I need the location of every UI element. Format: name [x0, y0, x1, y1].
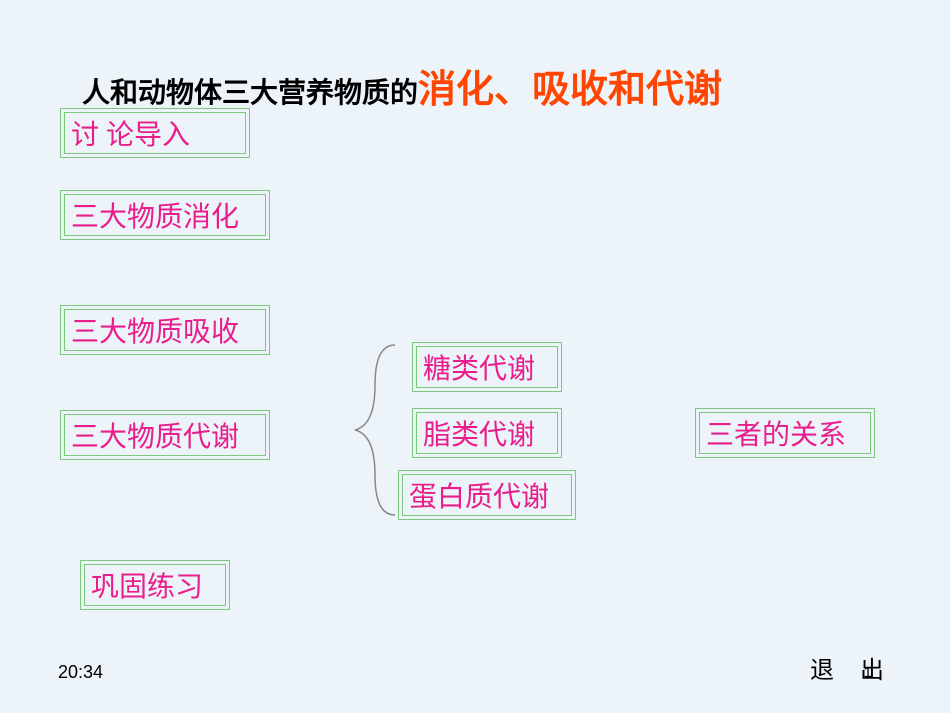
nav-practice-label: 巩固练习 — [91, 572, 203, 603]
nav-protein[interactable]: 蛋白质代谢 — [398, 470, 576, 520]
nav-digest[interactable]: 三大物质消化 — [60, 190, 270, 240]
nav-sugar[interactable]: 糖类代谢 — [412, 342, 562, 392]
title-prefix: 人和动物体三大营养物质的 — [82, 78, 418, 109]
exit-button[interactable]: 退 出 — [810, 650, 894, 685]
nav-relation-label: 三者的关系 — [706, 420, 846, 451]
nav-fat[interactable]: 脂类代谢 — [412, 408, 562, 458]
nav-digest-label: 三大物质消化 — [71, 202, 239, 233]
nav-metabolism-label: 三大物质代谢 — [71, 422, 239, 453]
nav-intro[interactable]: 讨 论导入 — [60, 108, 250, 158]
nav-intro-label: 讨 论导入 — [71, 120, 190, 151]
footer-time: 20:34 — [58, 662, 103, 683]
nav-absorb[interactable]: 三大物质吸收 — [60, 305, 270, 355]
nav-metabolism[interactable]: 三大物质代谢 — [60, 410, 270, 460]
nav-fat-label: 脂类代谢 — [423, 420, 535, 451]
page-number: 1 — [864, 664, 872, 681]
nav-relation[interactable]: 三者的关系 — [695, 408, 875, 458]
nav-protein-label: 蛋白质代谢 — [409, 482, 549, 513]
brace-icon — [350, 340, 400, 520]
nav-practice[interactable]: 巩固练习 — [80, 560, 230, 610]
nav-absorb-label: 三大物质吸收 — [71, 317, 239, 348]
title-emphasis: 消化、吸收和代谢 — [418, 69, 722, 111]
nav-sugar-label: 糖类代谢 — [423, 354, 535, 385]
page-title: 人和动物体三大营养物质的消化、吸收和代谢 — [82, 58, 722, 113]
